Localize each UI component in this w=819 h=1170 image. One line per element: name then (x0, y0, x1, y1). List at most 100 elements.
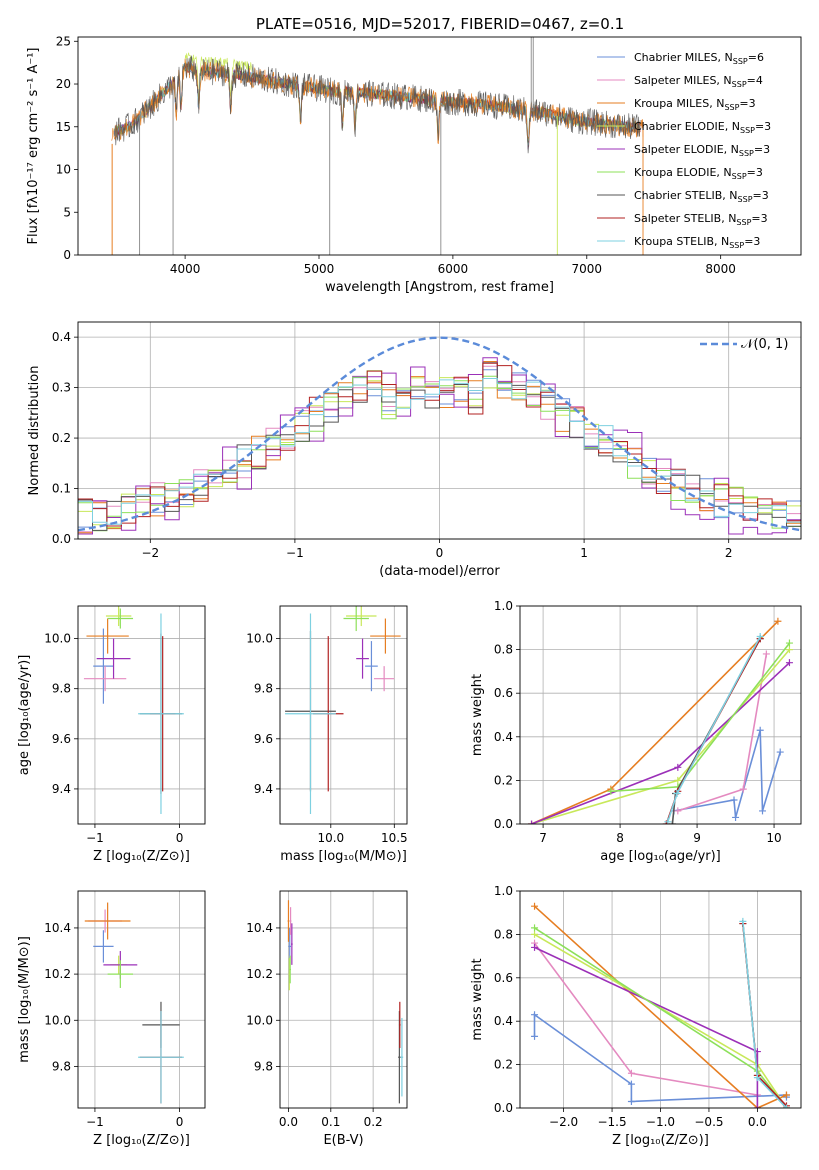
y-tick-label: 0.4 (494, 1014, 513, 1028)
mass-weight-marker (785, 659, 793, 667)
legend-label-suffix: =3 (753, 189, 769, 202)
residuals-ylabel: Normed distribution (27, 366, 42, 496)
mass_vs_ebv-grid (280, 891, 407, 1108)
legend-label-suffix: =6 (748, 51, 764, 64)
mass-weight-marker (528, 820, 536, 824)
age_vs_Z-plot (83, 606, 184, 814)
age_vs_Z-ylabel: age [log₁₀(age/yr)] (17, 655, 32, 776)
x-tick-label: −2.0 (549, 1115, 578, 1129)
y-tick-label: 9.8 (254, 682, 273, 696)
mass_weight_vs_age-plot (528, 617, 793, 824)
mass_vs_Z-frame (77, 890, 206, 1109)
mass-weight-line (534, 946, 759, 1108)
panel-mass_vs_ebv: 0.0 0.1 0.2 9.8 10.0 10.2 10.4 E(B-V) (246, 890, 408, 1148)
y-tick-label: 0.6 (494, 971, 513, 985)
y-tick-label: 0.0 (52, 532, 71, 546)
x-tick-label: −2 (141, 546, 159, 560)
age_vs_Z-axes: −1 0 9.4 9.6 9.8 10.0 Z [log₁₀(Z/Z⊙)] age [log₁… (17, 605, 206, 864)
legend-label-text: Salpeter MILES, N (634, 74, 732, 87)
legend-label-text: Chabrier ELODIE, N (634, 120, 740, 133)
y-tick-label: 20 (56, 77, 71, 91)
mass-weight-marker (782, 1104, 790, 1108)
x-tick-label: 0.0 (748, 1115, 767, 1129)
x-tick-label: 0 (176, 1115, 184, 1129)
legend-label: Chabrier ELODIE, NSSP=3 (634, 120, 771, 135)
mass-weight-line (533, 905, 787, 1108)
legend-label-text: Chabrier STELIB, N (634, 189, 738, 202)
y-tick-label: 9.6 (52, 732, 71, 746)
legend-label-suffix: =3 (744, 235, 760, 248)
mass-weight-marker (732, 813, 740, 821)
mass-weight-line (742, 923, 788, 1107)
age_vs_mass-grid (280, 606, 407, 824)
mass-weight-marker (739, 785, 747, 793)
age_vs_mass-frame (279, 605, 408, 825)
legend-label-sub: SSP (738, 195, 753, 204)
mass_vs_Z-grid (78, 891, 205, 1108)
mass_weight_vs_Z-plot (531, 902, 790, 1108)
mass-weight-marker (756, 726, 764, 734)
legend-label-text: Kroupa MILES, N (634, 97, 724, 110)
spectrum-plot (111, 37, 644, 255)
x-tick-label: 7 (539, 831, 547, 845)
mass-weight-marker (739, 917, 747, 925)
legend-label-sub: SSP (729, 241, 744, 250)
legend-label-text: Chabrier MILES, N (634, 51, 733, 64)
mass_weight_vs_age-axes: 7 8 9 10 0.0 0.2 0.4 0.6 0.8 1.0 age [log₁₀(age/yr… (470, 599, 802, 864)
y-tick-label: 10.2 (44, 967, 71, 981)
mass-weight-line (667, 636, 761, 823)
mass-weight-marker (607, 787, 615, 795)
mass-weight-marker (668, 820, 676, 824)
age_vs_Z-grid (78, 606, 205, 824)
mass_weight_vs_Z-ylabel: mass weight (470, 958, 485, 1040)
residual-histogram (78, 362, 801, 539)
x-tick-label: 1 (580, 546, 588, 560)
mass-weight-marker (627, 1080, 635, 1088)
legend-label: Chabrier MILES, NSSP=6 (634, 51, 764, 66)
x-tick-label: 10.0 (317, 831, 344, 845)
mass_vs_Z-plot (84, 902, 184, 1104)
mass_weight_vs_Z-axes: −2.0 −1.5 −1.0 −0.5 0.0 0.0 0.2 0.4 0.6 0.8 1.0 Z [… (470, 884, 802, 1148)
x-tick-label: 0.1 (321, 1115, 340, 1129)
mass-weight-marker (774, 617, 782, 625)
legend-label-suffix: =3 (751, 212, 767, 225)
mass-weight-marker (753, 1074, 761, 1082)
y-tick-label: 10.0 (44, 1013, 71, 1027)
mass-weight-marker (762, 650, 770, 658)
mass_vs_ebv-frame (279, 890, 408, 1109)
mass_vs_Z-xlabel: Z [log₁₀(Z/Z⊙)] (93, 1133, 190, 1148)
y-tick-label: 10.2 (246, 967, 273, 981)
panel-mass_weight_vs_Z: −2.0 −1.5 −1.0 −0.5 0.0 0.0 0.2 0.4 0.6 0.8 1.0 Z [… (470, 884, 802, 1148)
mass-weight-marker (753, 1104, 761, 1108)
mass_vs_ebv-axes: 0.0 0.1 0.2 9.8 10.0 10.2 10.4 E(B-V) (246, 890, 408, 1148)
mass-weight-marker (664, 818, 672, 824)
mass-weight-marker (759, 807, 767, 815)
spectrum-axes: 4000 5000 6000 7000 8000 0 5 10 15 20 25 wavelength… (26, 34, 802, 295)
x-tick-label: 0 (436, 546, 444, 560)
legend-label: Kroupa MILES, NSSP=3 (634, 97, 756, 112)
legend-label-suffix: =3 (747, 166, 763, 179)
mass_vs_ebv-xlabel: E(B-V) (323, 1133, 363, 1148)
legend-label-suffix: =3 (754, 143, 770, 156)
y-tick-label: 1.0 (494, 599, 513, 613)
x-tick-label: 0.2 (364, 1115, 383, 1129)
legend-label-text: Kroupa ELODIE, N (634, 166, 732, 179)
mass-weight-marker (785, 646, 793, 654)
y-tick-label: 10 (56, 163, 71, 177)
x-tick-label: 4000 (170, 262, 201, 276)
x-tick-label: −1 (286, 546, 304, 560)
x-tick-label: 8000 (705, 262, 736, 276)
mass-weight-line (610, 642, 791, 793)
y-tick-label: 10.4 (246, 921, 273, 935)
legend-label-text: Salpeter STELIB, N (634, 212, 736, 225)
panel-spectrum: 4000 5000 6000 7000 8000 0 5 10 15 20 25 wavelength… (26, 34, 802, 295)
mass-weight-marker (674, 776, 682, 784)
spectrum-line (113, 55, 641, 154)
normal-curve (78, 336, 801, 532)
x-tick-label: 5000 (304, 262, 335, 276)
x-tick-label: −1 (86, 1115, 104, 1129)
mass-weight-marker (673, 789, 681, 797)
y-tick-label: 9.6 (254, 732, 273, 746)
mass-weight-marker (785, 639, 793, 647)
